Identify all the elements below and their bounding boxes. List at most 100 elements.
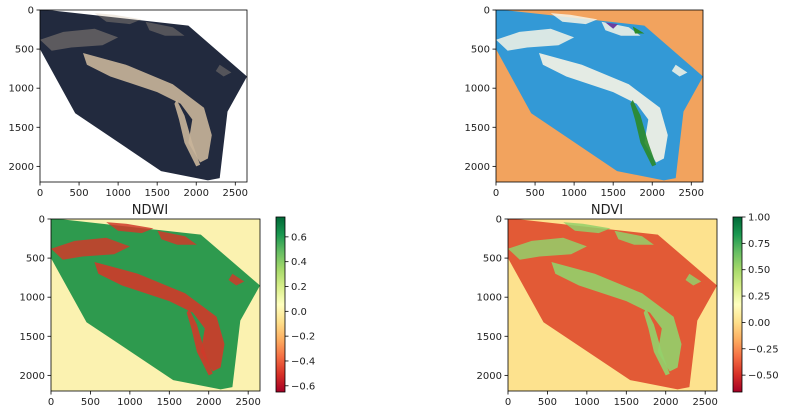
ndvi-colorbar: 1.00 0.75 0.50 0.25 0.00 −0.25 −0.50 xyxy=(732,213,779,393)
colorbar-tick-label: 0.50 xyxy=(748,265,770,276)
y-tick-label: 500 xyxy=(15,45,34,56)
colorbar-tick-label: 1.00 xyxy=(748,213,770,224)
x-tick-label: 2500 xyxy=(223,188,248,199)
x-tick-label: 2500 xyxy=(692,397,717,408)
x-tick-label: 1000 xyxy=(105,188,130,199)
y-tick-label: 1500 xyxy=(9,123,34,134)
y-tick-label: 500 xyxy=(471,45,490,56)
island xyxy=(94,13,142,25)
spit-hook xyxy=(174,99,201,167)
x-tick-label: 500 xyxy=(70,188,89,199)
colorbar-tick-label: 0.6 xyxy=(291,232,307,243)
axes-frame xyxy=(507,218,718,392)
axes-frame xyxy=(39,9,248,183)
y-tick-label: 0 xyxy=(496,215,502,226)
colorbar-tick-label: 0.2 xyxy=(291,282,307,293)
ndvi-title: NDVI xyxy=(591,203,623,218)
y-tick-label: 0 xyxy=(39,215,45,226)
x-tick-label: 500 xyxy=(538,397,557,408)
y-tick-label: 0 xyxy=(484,6,490,17)
island xyxy=(685,273,702,286)
colorbar-tick-label: 0.0 xyxy=(291,307,307,318)
x-tick-label: 1000 xyxy=(117,397,142,408)
barrier-spit xyxy=(83,53,212,163)
axes-frame xyxy=(50,218,261,392)
island xyxy=(671,64,688,77)
island xyxy=(145,21,185,36)
axes-frame xyxy=(495,9,704,183)
y-tick-label: 500 xyxy=(26,254,45,265)
colorbar-gradient xyxy=(275,216,286,393)
x-tick-label: 1500 xyxy=(144,188,169,199)
x-tick-label: 0 xyxy=(48,397,54,408)
x-tick-label: 1000 xyxy=(561,188,586,199)
ndvi-panel: NDVI 0 500 1000 1500 2000 2500 0 500 1000 1500 200… xyxy=(477,203,779,408)
barrier-spit xyxy=(539,53,668,163)
colorbar-tick-label: 0.00 xyxy=(748,318,770,329)
colorbar-tick-label: 0.75 xyxy=(748,239,770,250)
y-tick-label: 1000 xyxy=(465,84,490,95)
rgb-image xyxy=(39,9,248,183)
x-tick-label: 0 xyxy=(37,188,43,199)
barrier-spit xyxy=(94,262,225,372)
classification-axis-ticks: 0 500 1000 1500 2000 2500 0 500 1000 1500 2000 xyxy=(465,6,704,200)
ndwi-panel: NDWI 0 500 1000 1500 2000 2500 0 500 1000 1500 200… xyxy=(20,203,316,408)
colorbar-tick-label: −0.4 xyxy=(291,356,315,367)
x-tick-label: 0 xyxy=(505,397,511,408)
y-tick-label: 2000 xyxy=(9,162,34,173)
ndwi-colorbar: 0.6 0.4 0.2 0.0 −0.2 −0.4 −0.6 xyxy=(275,216,315,393)
colorbar-tick-label: −0.2 xyxy=(291,332,315,343)
x-tick-label: 1000 xyxy=(574,397,599,408)
coastal-land xyxy=(51,237,130,260)
island xyxy=(157,230,197,245)
colorbar-tick-label: 0.4 xyxy=(291,257,307,268)
coastal-land xyxy=(40,28,119,51)
x-tick-label: 1500 xyxy=(157,397,182,408)
x-tick-label: 2000 xyxy=(196,397,221,408)
ndwi-title: NDWI xyxy=(132,203,168,218)
x-tick-label: 2000 xyxy=(653,397,678,408)
island xyxy=(228,273,245,286)
x-tick-label: 500 xyxy=(81,397,100,408)
x-tick-label: 500 xyxy=(526,188,545,199)
y-tick-label: 2000 xyxy=(477,371,502,382)
coastal-land xyxy=(496,28,575,51)
x-tick-label: 1500 xyxy=(614,397,639,408)
spit-hook xyxy=(643,308,670,376)
y-tick-label: 2000 xyxy=(20,371,45,382)
island xyxy=(550,13,598,25)
class-patch xyxy=(605,22,618,29)
x-tick-label: 1500 xyxy=(600,188,625,199)
y-tick-label: 0 xyxy=(28,6,34,17)
y-tick-label: 1000 xyxy=(477,293,502,304)
x-tick-label: 2500 xyxy=(235,397,260,408)
ndwi-axis-ticks: 0 500 1000 1500 2000 2500 0 500 1000 1500 2000 xyxy=(20,215,261,409)
class-patch xyxy=(632,26,645,34)
colorbar-tick-label: 0.25 xyxy=(748,292,770,303)
spit-hook xyxy=(630,99,657,167)
x-tick-label: 2000 xyxy=(639,188,664,199)
spit-hook xyxy=(186,308,213,376)
colorbar-tick-label: −0.25 xyxy=(748,344,779,355)
y-tick-label: 2000 xyxy=(465,162,490,173)
y-tick-label: 1000 xyxy=(20,293,45,304)
island xyxy=(563,222,611,234)
x-tick-label: 0 xyxy=(493,188,499,199)
rgb-image-panel: 0 500 1000 1500 2000 2500 0 500 1000 1500 2000 xyxy=(9,6,248,200)
classification-panel: 0 500 1000 1500 2000 2500 0 500 1000 1500 2000 xyxy=(465,6,704,200)
y-tick-label: 1500 xyxy=(477,332,502,343)
coastal-land xyxy=(508,237,587,260)
island xyxy=(106,222,154,234)
ndwi-image xyxy=(50,218,261,392)
y-tick-label: 1500 xyxy=(465,123,490,134)
ndvi-image xyxy=(507,218,718,392)
x-tick-label: 2000 xyxy=(183,188,208,199)
island xyxy=(215,64,232,77)
x-tick-label: 2500 xyxy=(679,188,704,199)
ndvi-axis-ticks: 0 500 1000 1500 2000 2500 0 500 1000 1500 2000 xyxy=(477,215,718,409)
y-tick-label: 1500 xyxy=(20,332,45,343)
colorbar-gradient xyxy=(732,216,743,393)
colorbar-tick-label: −0.50 xyxy=(748,371,779,382)
colorbar-tick-label: −0.6 xyxy=(291,381,315,392)
